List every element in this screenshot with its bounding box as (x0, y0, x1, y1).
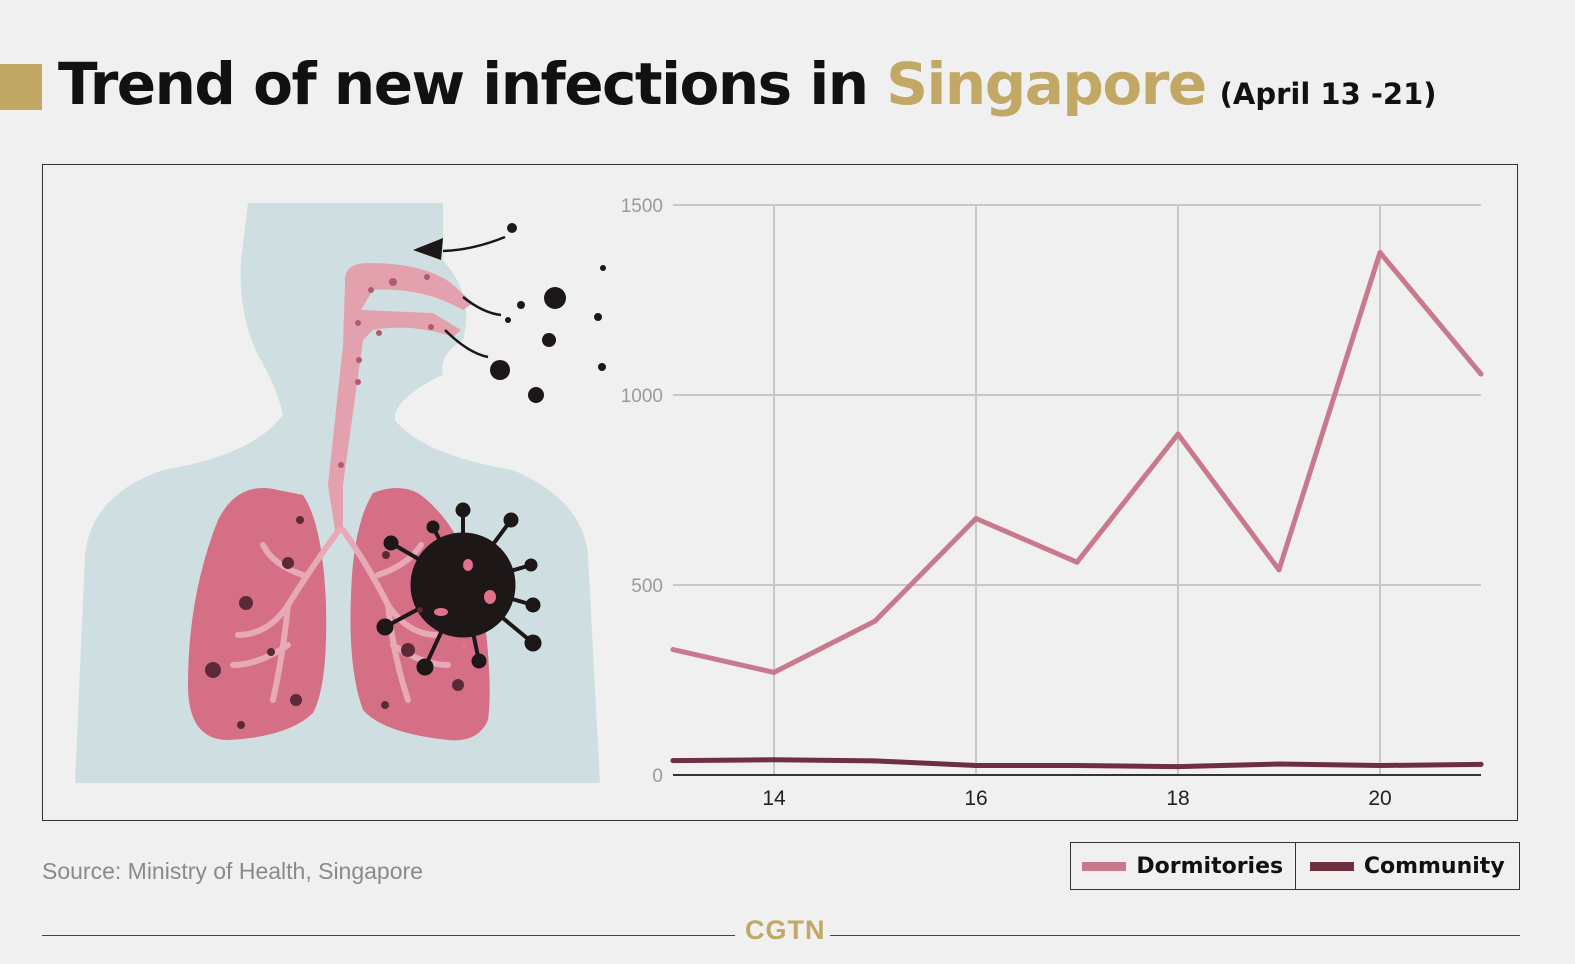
title-accent-block (0, 64, 42, 110)
dormitories-data-point (973, 516, 979, 521)
community-data-point (1377, 763, 1383, 768)
title-date-range: (April 13 -21) (1219, 77, 1437, 111)
legend-item-dormitories: Dormitories (1071, 843, 1295, 889)
chart-legend: Dormitories Community (1070, 842, 1520, 890)
respiratory-virus-illustration-icon (75, 203, 606, 783)
dormitories-data-point (670, 647, 676, 653)
dormitories-data-point (771, 669, 777, 675)
x-tick-label: 14 (762, 787, 786, 810)
y-tick-label: 1500 (621, 196, 663, 217)
dormitories-data-point (1175, 431, 1181, 437)
cgtn-logo: CGTN (745, 915, 826, 945)
dormitories-data-point (1276, 567, 1282, 573)
dormitories-series-line (670, 250, 1484, 675)
chart-panel: 0 500 1000 1500 14 16 18 20 (42, 164, 1518, 821)
title-accent-text: Singapore (886, 50, 1207, 118)
legend-swatch-community (1309, 861, 1354, 871)
community-data-point (771, 757, 777, 763)
community-data-point (1074, 763, 1080, 768)
community-data-point (1175, 764, 1181, 770)
title-text: Trend of new infections in (58, 50, 887, 118)
dormitories-data-point (872, 618, 878, 624)
legend-label-community: Community (1363, 853, 1505, 879)
dormitories-data-point (1478, 371, 1484, 377)
source-note: Source: Ministry of Health, Singapore (42, 858, 423, 884)
community-data-point (670, 758, 676, 764)
y-tick-label: 500 (631, 576, 663, 597)
y-tick-label: 0 (652, 766, 663, 787)
legend-item-community: Community (1294, 843, 1520, 889)
x-tick-label: 20 (1368, 787, 1391, 810)
community-data-point (1276, 761, 1282, 767)
legend-swatch-dormitories (1082, 861, 1127, 871)
community-data-point (872, 758, 878, 764)
dormitories-data-point (1377, 250, 1383, 255)
x-tick-label: 18 (1166, 787, 1189, 810)
chart-title: Trend of new infections in Singapore (Apr… (58, 50, 1437, 118)
y-tick-label: 1000 (621, 386, 663, 407)
line-chart: 0 500 1000 1500 14 16 18 20 (621, 196, 1484, 810)
legend-label-dormitories: Dormitories (1136, 853, 1284, 879)
footer-divider-left (42, 935, 735, 936)
community-data-point (1478, 761, 1484, 767)
community-data-point (973, 763, 979, 768)
footer-divider-right (830, 935, 1520, 936)
dormitories-data-point (1074, 559, 1080, 565)
x-tick-label: 16 (964, 787, 987, 810)
